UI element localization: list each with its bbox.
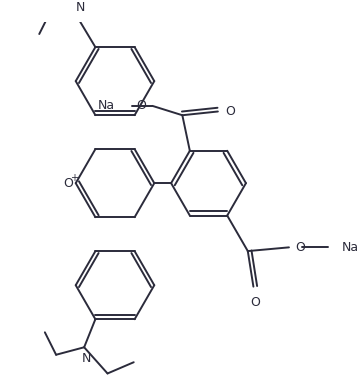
Text: O: O bbox=[296, 241, 305, 254]
Text: N: N bbox=[76, 2, 85, 14]
Text: O: O bbox=[63, 176, 73, 190]
Text: +: + bbox=[70, 173, 78, 183]
Text: Na: Na bbox=[341, 241, 359, 254]
Text: N: N bbox=[81, 352, 91, 365]
Text: O: O bbox=[250, 296, 260, 309]
Text: O: O bbox=[136, 99, 146, 112]
Text: O: O bbox=[225, 105, 235, 118]
Text: Na: Na bbox=[98, 99, 115, 112]
